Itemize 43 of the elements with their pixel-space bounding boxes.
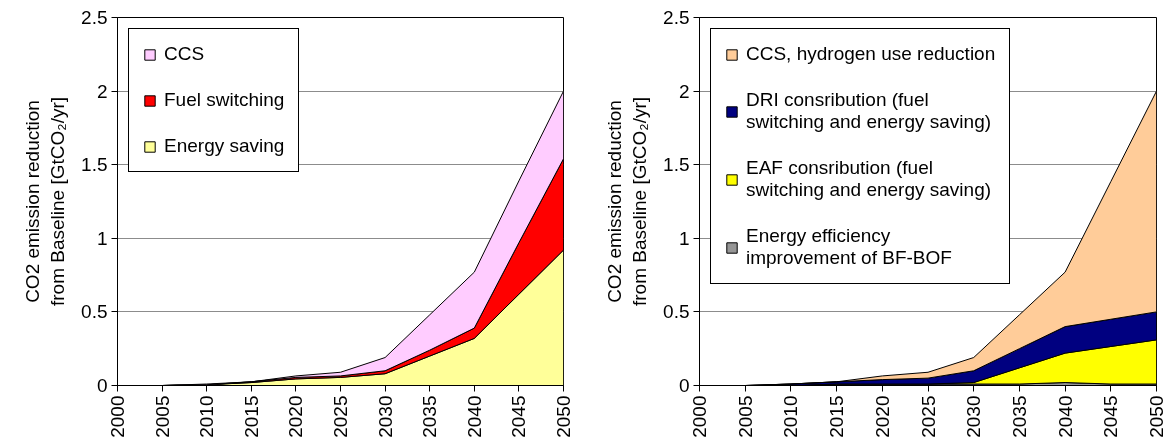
legend-label: DRI consribution (fuel switching and energy saving) (746, 89, 992, 133)
x-tick-label: 2015 (240, 395, 262, 438)
x-tick-label: 2010 (196, 395, 218, 438)
x-tick-label: 2025 (917, 395, 939, 438)
x-tick-label: 2035 (419, 395, 441, 438)
x-tick-label: 2040 (1054, 395, 1076, 438)
y-tick-label: 1.5 (81, 154, 108, 176)
legend-label: Fuel switching (164, 89, 285, 111)
legend-label: CCS (164, 43, 205, 65)
x-tick-label: 2015 (826, 395, 848, 438)
x-tick-label: 2050 (1146, 395, 1167, 438)
legend-label: CCS, hydrogen use reduction (746, 43, 996, 65)
y-tick-label: 2.5 (81, 7, 108, 28)
y-tick-label: 0 (678, 375, 690, 396)
x-tick-label: 2035 (1008, 395, 1030, 438)
y-tick-label: 1.5 (663, 154, 690, 176)
y-tick-label: 2 (678, 80, 690, 102)
y-tick-label: 1 (678, 227, 690, 249)
x-tick-label: 2000 (689, 395, 710, 438)
y-tick-label: 1 (96, 227, 108, 249)
x-tick-label: 2040 (463, 395, 485, 438)
legend-label: Energy efficiency improvement of BF-BOF (746, 225, 952, 269)
y-tick-label: 0.5 (81, 301, 108, 323)
y-tick-label: 0.5 (663, 301, 690, 323)
y-axis-title: CO2 emission reduction from Baseline [GtCO₂/yr] (21, 96, 69, 307)
legend-label: Energy saving (164, 135, 285, 157)
x-tick-label: 2020 (285, 395, 307, 438)
y-tick-label: 2.5 (663, 7, 690, 28)
x-tick-label: 2030 (963, 395, 985, 438)
x-tick-label: 2005 (151, 395, 173, 438)
legend-label: EAF consribution (fuel switching and energy saving) (746, 157, 992, 201)
x-tick-label: 2000 (107, 395, 128, 438)
x-tick-label: 2020 (871, 395, 893, 438)
y-axis-title: CO2 emission reduction from Baseline [GtCO₂/yr] (603, 96, 651, 307)
x-tick-label: 2025 (330, 395, 351, 438)
x-tick-label: 2045 (508, 395, 530, 438)
x-tick-label: 2010 (780, 395, 802, 438)
x-tick-label: 2030 (374, 395, 396, 438)
y-tick-label: 0 (96, 375, 108, 396)
x-tick-label: 2045 (1100, 395, 1122, 438)
x-tick-label: 2050 (553, 395, 574, 438)
y-tick-label: 2 (96, 80, 108, 102)
x-tick-label: 2005 (734, 395, 756, 438)
